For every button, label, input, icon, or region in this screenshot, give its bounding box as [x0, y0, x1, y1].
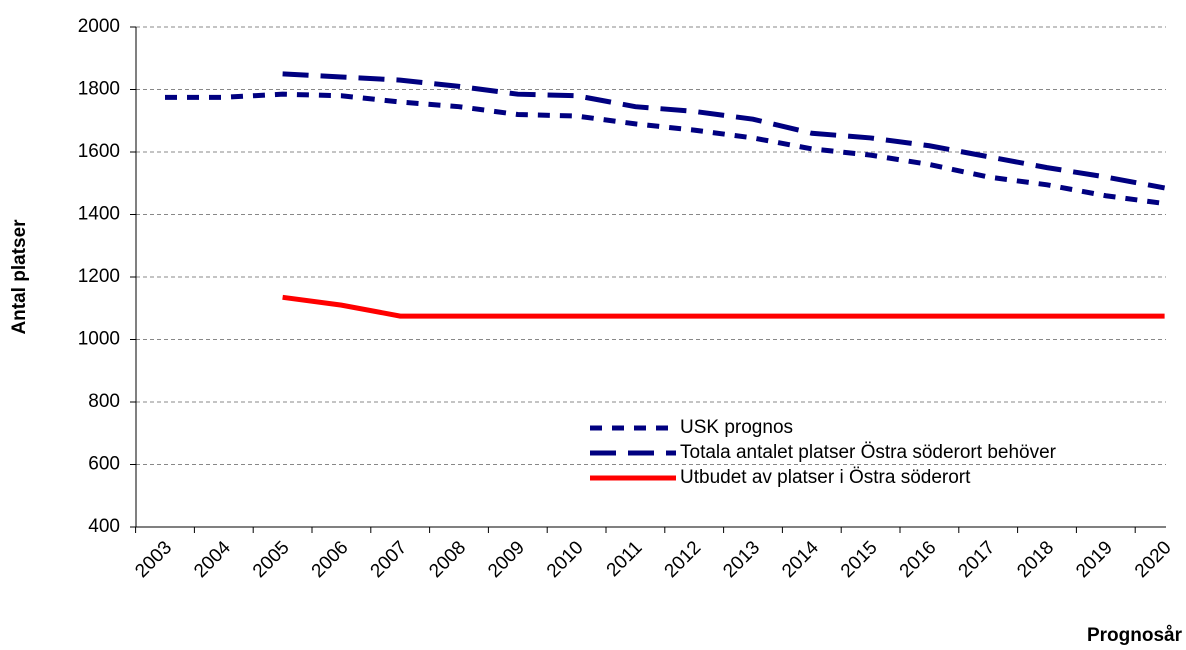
x-tick-label: 2016	[896, 537, 941, 582]
x-tick-label: 2007	[367, 537, 412, 582]
x-tick-label: 2010	[543, 537, 588, 582]
series-line	[282, 294, 1165, 319]
x-tick-label: 2003	[131, 537, 176, 582]
y-tick-label: 1000	[78, 329, 120, 350]
y-tick-label: 1200	[78, 266, 120, 287]
x-tick-label: 2013	[719, 537, 764, 582]
y-tick-label: 1600	[78, 141, 120, 162]
x-tick-label: 2020	[1131, 537, 1176, 582]
x-tick-label: 2004	[190, 537, 235, 582]
series-line	[165, 91, 1165, 207]
x-tick-label: 2005	[249, 537, 294, 582]
legend-label: USK prognos	[680, 417, 793, 438]
y-tick-label: 2000	[78, 16, 120, 37]
y-tick-label: 1800	[78, 79, 120, 100]
legend-label: Totala antalet platser Östra söderort be…	[680, 442, 1057, 463]
y-tick-label: 1400	[78, 204, 120, 225]
x-tick-label: 2006	[308, 537, 353, 582]
series-line	[282, 71, 1166, 191]
x-tick-label: 2012	[661, 537, 706, 582]
x-tick-label: 2017	[955, 537, 1000, 582]
x-tick-label: 2015	[837, 537, 882, 582]
legend-label: Utbudet av platser i Östra söderort	[680, 467, 971, 488]
x-axis-label: Prognosår	[1087, 625, 1183, 646]
y-axis-label: Antal platser	[9, 219, 30, 335]
x-tick-label: 2014	[778, 537, 823, 582]
x-tick-label: 2019	[1072, 537, 1117, 582]
x-tick-label: 2009	[484, 537, 529, 582]
x-tick-label: 2011	[603, 537, 647, 581]
y-tick-label: 400	[88, 516, 120, 537]
y-tick-label: 800	[88, 391, 120, 412]
x-tick-label: 2018	[1013, 537, 1058, 582]
x-tick-label: 2008	[425, 537, 470, 582]
y-tick-label: 600	[88, 454, 120, 475]
